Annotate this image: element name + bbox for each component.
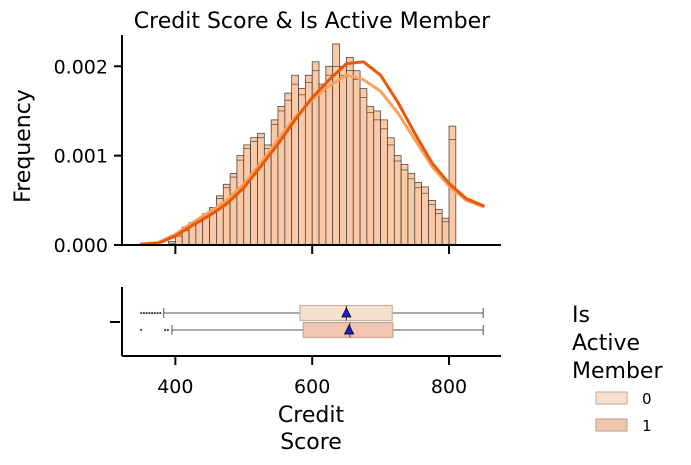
- outlier-point: [159, 311, 162, 315]
- legend-title-line: Active: [572, 331, 640, 356]
- histogram-bar: [380, 119, 388, 246]
- y-axis-title: Frequency: [11, 89, 36, 203]
- histogram-bar: [346, 56, 354, 246]
- legend-title-line: Is: [572, 303, 590, 328]
- histogram-bar: [250, 137, 258, 246]
- histogram-bar: [434, 208, 443, 246]
- histogram-bar: [441, 217, 450, 246]
- outlier-point: [166, 328, 169, 332]
- histogram-bar: [414, 182, 422, 246]
- outlier-point: [148, 311, 151, 315]
- mean-marker: [341, 307, 352, 318]
- x-tick-label: 800: [431, 376, 467, 398]
- y-tick-label: 0.000: [54, 235, 108, 257]
- histogram-bar: [400, 164, 409, 246]
- legend-label-1: 1: [642, 417, 652, 435]
- legend: Is Active Member 0 1: [572, 303, 663, 435]
- histogram-bar: [428, 199, 436, 246]
- bottom-axes: 400 600 800: [110, 287, 501, 398]
- histogram-bar: [373, 110, 381, 246]
- histogram-bar: [284, 92, 293, 246]
- x-tick-label: 400: [157, 376, 193, 398]
- outlier-point: [140, 311, 143, 315]
- histogram-bar: [311, 61, 320, 246]
- histogram-bar: [359, 88, 368, 246]
- histogram-bar: [318, 83, 327, 246]
- boxplot-1: [140, 321, 484, 339]
- histogram-bar: [352, 70, 361, 246]
- histogram-bar: [222, 183, 231, 246]
- kde-layer: [139, 60, 485, 246]
- x-axis-title: Credit Score: [278, 403, 345, 455]
- top-axes: 0.000 0.001 0.002: [54, 35, 501, 257]
- legend-title-line: Member: [572, 359, 663, 384]
- histogram-bar: [257, 132, 265, 246]
- histogram-bar: [366, 106, 375, 246]
- y-tick-label: 0.001: [54, 146, 108, 168]
- legend-swatch-0: [595, 391, 628, 405]
- legend-label-0: 0: [642, 390, 652, 408]
- x-axis-title-line: Credit: [278, 403, 345, 428]
- legend-title: Is Active Member: [572, 303, 663, 384]
- outlier-point: [151, 311, 154, 315]
- histogram-bar: [291, 74, 299, 246]
- x-tick-label: 600: [294, 376, 330, 398]
- boxplot-layer: [140, 304, 484, 339]
- histogram-bar: [393, 155, 402, 246]
- histogram-bar: [407, 173, 416, 246]
- chart-title: Credit Score & Is Active Member: [134, 9, 491, 34]
- legend-swatch-1: [595, 418, 628, 432]
- outlier-point: [145, 311, 148, 315]
- histogram-bar: [277, 106, 286, 246]
- histogram-bar: [229, 173, 238, 246]
- outlier-point: [140, 328, 143, 332]
- histogram-bar: [325, 65, 334, 246]
- histogram-bar: [339, 65, 347, 246]
- outlier-point: [163, 328, 167, 332]
- histogram-bar: [236, 155, 245, 246]
- outlier-point: [153, 311, 156, 315]
- boxplot-0: [140, 304, 484, 322]
- histogram-bar: [387, 137, 395, 246]
- y-axis-title-group: Frequency: [11, 89, 36, 203]
- x-axis-title-line: Score: [280, 430, 342, 455]
- kde-line-1: [139, 60, 485, 246]
- histogram-bar: [243, 144, 251, 246]
- x-axis-title-group: Credit Score: [278, 403, 345, 455]
- mean-marker: [343, 324, 355, 335]
- outlier-point: [142, 311, 145, 315]
- outlier-point: [156, 311, 159, 315]
- y-tick-label: 0.002: [54, 56, 108, 78]
- histogram-bar: [421, 186, 429, 246]
